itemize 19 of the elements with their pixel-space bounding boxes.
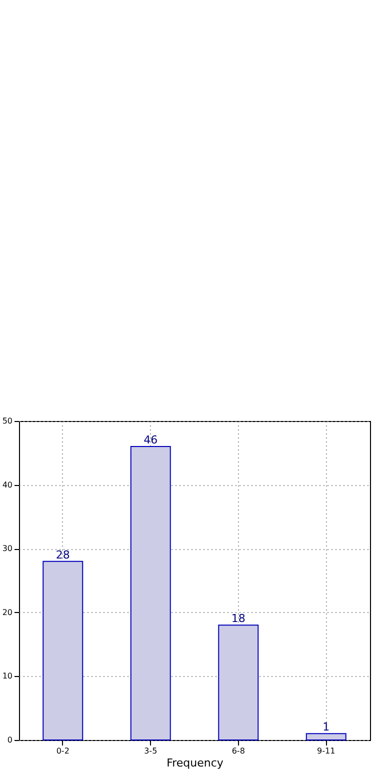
y-tick-label: 20 (2, 608, 12, 617)
bar (130, 446, 171, 740)
y-tick-label: 50 (2, 416, 12, 426)
x-tick-label: 0-2 (56, 746, 70, 756)
bar (218, 624, 259, 740)
bar (42, 560, 84, 740)
x-axis-title: Frequency (166, 756, 224, 770)
x-tick-label: 9-11 (317, 746, 336, 756)
x-tick-label: 6-8 (232, 746, 245, 756)
y-tick-label: 40 (2, 480, 12, 490)
data-label: 28 (56, 548, 70, 562)
x-tick-label: 3-5 (144, 746, 158, 756)
data-label: 46 (144, 434, 158, 447)
y-tick-label: 10 (2, 672, 12, 681)
y-tick-label: 30 (2, 544, 12, 554)
data-label: 1 (322, 720, 330, 734)
y-tick-label: 0 (7, 736, 12, 744)
bar (306, 733, 346, 740)
data-label: 18 (231, 612, 246, 626)
